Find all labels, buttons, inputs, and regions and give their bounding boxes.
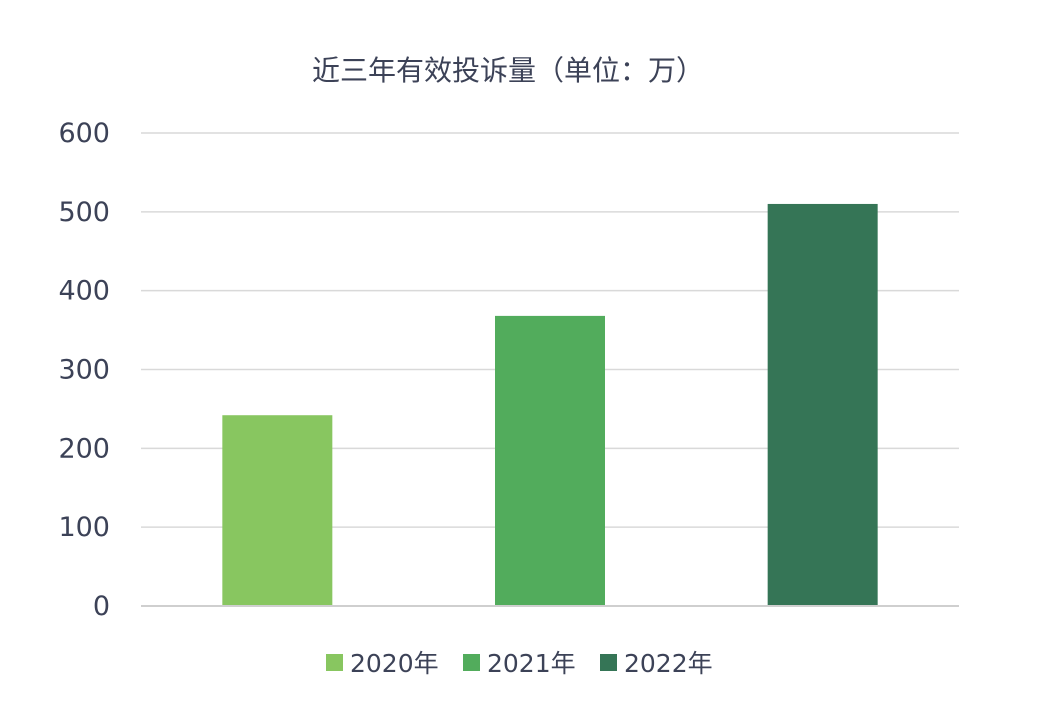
legend-swatch — [463, 654, 480, 671]
bars — [222, 203, 878, 606]
bar-2022年 — [767, 203, 878, 606]
legend-label: 2020年 — [350, 649, 439, 678]
y-tick-label: 400 — [58, 276, 110, 307]
y-tick-label: 200 — [58, 433, 110, 464]
y-tick-label: 0 — [93, 591, 110, 622]
chart-title: 近三年有效投诉量（单位：万） — [312, 54, 704, 87]
bar-2020年 — [222, 415, 333, 606]
legend: 2020年 2021年 2022年 — [326, 649, 713, 678]
y-tick-label: 300 — [58, 355, 110, 386]
y-tick-label: 100 — [58, 512, 110, 543]
y-tick-label: 500 — [58, 197, 110, 228]
bar-2021年 — [495, 315, 605, 606]
y-tick-label: 600 — [58, 118, 110, 149]
legend-swatch — [326, 654, 343, 671]
legend-swatch — [600, 654, 617, 671]
y-axis-tick-labels: 0 100 200 300 400 500 600 — [58, 118, 110, 622]
legend-label: 2021年 — [487, 649, 576, 678]
legend-label: 2022年 — [624, 649, 713, 678]
